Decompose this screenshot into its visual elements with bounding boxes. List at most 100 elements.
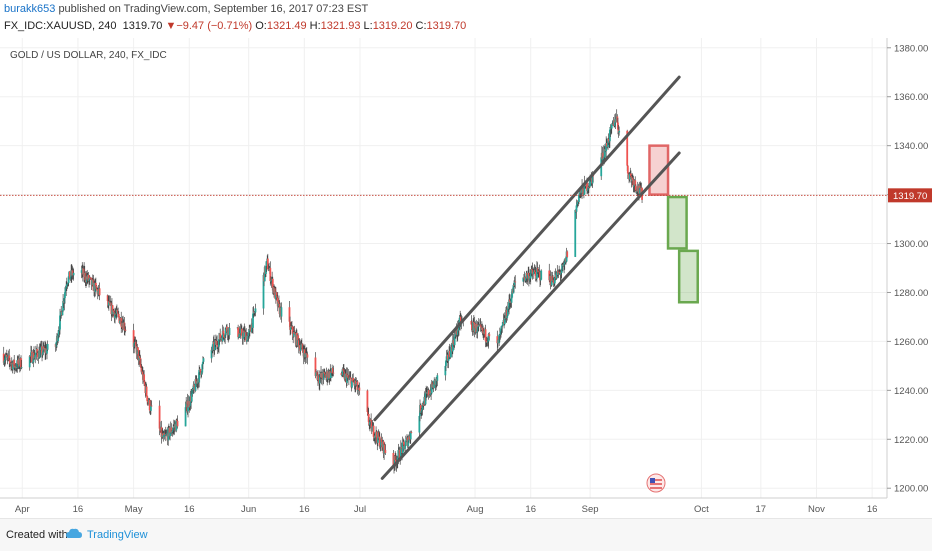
candle-down: [378, 436, 381, 448]
candle-down: [538, 271, 541, 273]
candle-down: [219, 333, 222, 340]
candle-down: [427, 390, 430, 396]
candle-up: [299, 347, 302, 351]
y-tick-label: 1380.00: [894, 43, 928, 54]
candle-up: [46, 344, 49, 350]
candle-up: [500, 325, 503, 329]
candle-up: [66, 284, 69, 285]
y-tick-label: 1360.00: [894, 92, 928, 103]
candle-down: [496, 336, 499, 344]
candle-down: [450, 346, 453, 348]
candle-down: [473, 322, 476, 333]
candle-down: [552, 280, 555, 284]
candle-up: [451, 340, 454, 352]
candle-up: [88, 279, 90, 281]
candle-up: [561, 264, 564, 271]
candle-up: [604, 149, 606, 158]
candle-up: [587, 186, 590, 190]
x-tick-label: Sep: [582, 504, 599, 515]
candle-up: [615, 118, 617, 123]
candle-down: [137, 350, 140, 361]
candle-down: [146, 395, 149, 402]
candle-down: [631, 177, 634, 180]
candle-up: [476, 324, 479, 332]
candle-up: [224, 329, 227, 335]
candle-down: [297, 340, 300, 348]
candle-up: [503, 317, 506, 325]
candle-up: [41, 352, 44, 355]
candle-down: [145, 386, 148, 396]
candle-up: [430, 382, 433, 394]
candle-down: [479, 324, 482, 326]
candle-down: [403, 441, 405, 445]
candle-up: [425, 392, 428, 394]
candle-down: [484, 329, 487, 341]
candle-up: [270, 280, 272, 282]
author-link[interactable]: burakk653: [4, 3, 56, 15]
trend-channel[interactable]: [373, 75, 681, 480]
open-value: 1321.49: [266, 20, 307, 32]
channel-line[interactable]: [373, 75, 681, 422]
candle-up: [524, 277, 527, 281]
candle-up: [583, 183, 586, 195]
candle-down: [551, 275, 554, 281]
candle-down: [112, 310, 115, 313]
candle-down: [323, 372, 326, 374]
trade-zones[interactable]: [648, 144, 699, 304]
candle-down: [601, 152, 604, 160]
candle-down: [635, 190, 638, 192]
y-axis: 1200.00 1220.00 1240.00 1260.00 1280.00 1300.…: [887, 43, 928, 495]
candle-down: [302, 349, 304, 353]
candle-up: [31, 362, 34, 363]
candle-down: [95, 285, 98, 289]
candle-up: [296, 335, 299, 346]
candle-up: [486, 341, 489, 343]
candle-down: [470, 320, 473, 325]
x-axis: Apr 16 May 16 Jun 16 Jul Aug 16 Sep Oct 17 Nov 16: [15, 504, 878, 515]
candle-up: [379, 445, 382, 448]
channel-line[interactable]: [380, 151, 681, 480]
candle-up: [80, 270, 83, 273]
candle-down: [505, 309, 508, 319]
current-price-tag: [888, 188, 932, 203]
candle-down: [68, 271, 71, 280]
candle-up: [30, 352, 32, 357]
candle-up: [444, 365, 447, 376]
candle-up: [393, 455, 396, 467]
candle-up: [57, 335, 60, 342]
tradingview-brand-link[interactable]: TradingView: [87, 529, 148, 541]
candle-up: [65, 287, 68, 289]
candle-down: [398, 449, 401, 459]
candle-up: [476, 331, 478, 333]
candle-up: [217, 346, 220, 348]
candle-down: [549, 276, 552, 284]
price-chart[interactable]: 1200.00 1220.00 1240.00 1260.00 1280.00 1300.…: [0, 0, 932, 518]
candle-down: [305, 353, 308, 355]
tradingview-cloud-icon: [66, 528, 82, 538]
candle-down: [120, 326, 123, 328]
open-label: O:: [255, 20, 267, 32]
candle-down: [448, 350, 451, 357]
y-tick-label: 1240.00: [894, 386, 928, 397]
candle-up: [450, 346, 452, 358]
candle-up: [28, 356, 31, 368]
candle-up: [420, 409, 423, 411]
candle-up: [188, 405, 191, 408]
candle-up: [530, 269, 533, 274]
candle-down: [223, 334, 225, 338]
candle-up: [445, 356, 448, 361]
candle-down: [94, 282, 97, 286]
candle-down: [116, 309, 119, 313]
candle-up: [198, 370, 201, 383]
candle-down: [323, 371, 326, 373]
candle-up: [107, 301, 110, 306]
candle-up: [351, 380, 353, 388]
candle-down: [330, 372, 333, 374]
buy-zone-box[interactable]: [677, 249, 699, 304]
symbol-label[interactable]: FX_IDC:XAUUSD, 240: [4, 20, 117, 32]
candle-down: [383, 444, 386, 450]
candle-down: [150, 405, 153, 407]
candle-up: [529, 273, 532, 279]
buy-zone-box[interactable]: [666, 195, 688, 250]
candle-down: [582, 188, 585, 195]
